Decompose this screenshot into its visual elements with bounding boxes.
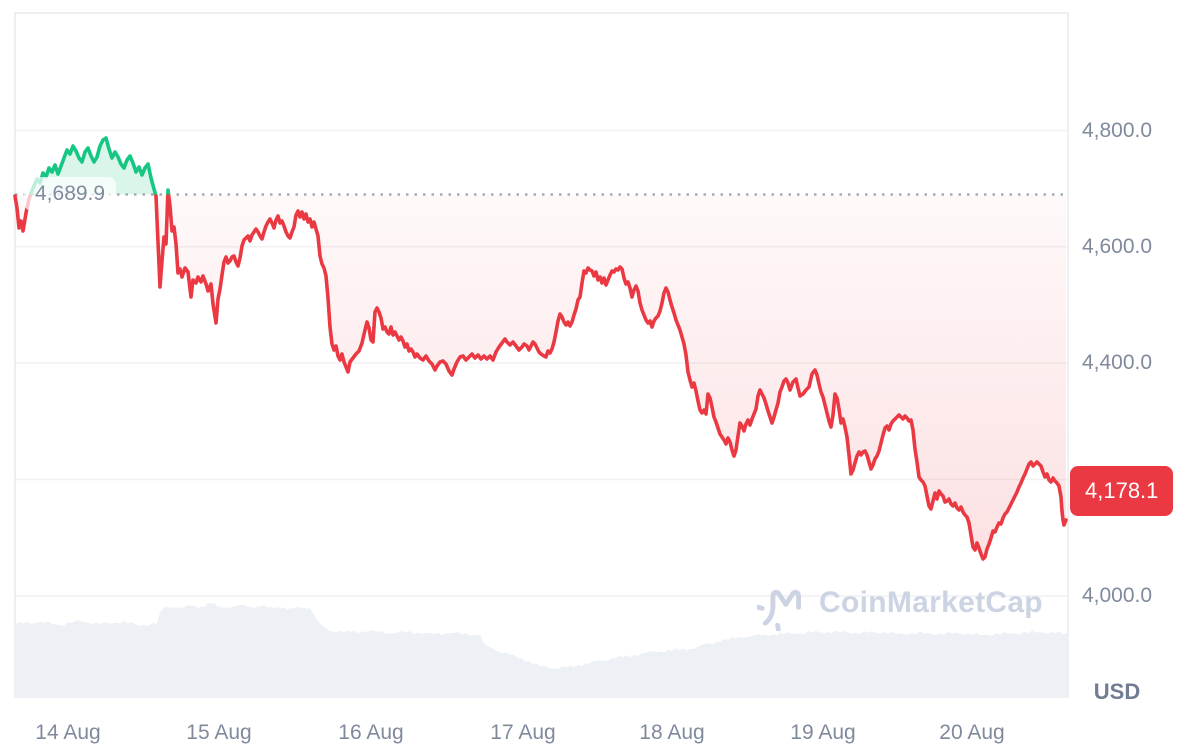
x-tick-label: 16 Aug [338,721,404,744]
x-tick-label: 15 Aug [186,721,252,744]
x-tick-label: 18 Aug [639,721,705,744]
coinmarketcap-logo-icon [757,589,801,631]
green-area-fill [15,138,1066,195]
currency-unit-label: USD [1093,679,1141,704]
x-tick-label: 19 Aug [790,721,856,744]
coinmarketcap-watermark-text: CoinMarketCap [819,586,1043,619]
x-tick-label: 14 Aug [35,721,101,744]
y-tick-label: 4,800.0 [1081,118,1153,142]
x-tick-label: 20 Aug [939,721,1005,744]
y-tick-label: 4,000.0 [1081,584,1153,607]
baseline-price-pill: 4,689.9 [24,177,117,211]
area-fills [15,138,1066,559]
red-area-fill [15,194,1066,559]
last-price-badge: 4,178.1 [1070,466,1174,516]
y-tick-label: 4,600.0 [1081,234,1153,258]
price-line [13,136,1068,561]
price-line-red [13,194,1068,561]
volume-silhouette [15,603,1068,697]
y-tick-label: 4,400.0 [1081,351,1153,374]
x-tick-label: 17 Aug [490,721,556,744]
volume-area [15,603,1068,697]
